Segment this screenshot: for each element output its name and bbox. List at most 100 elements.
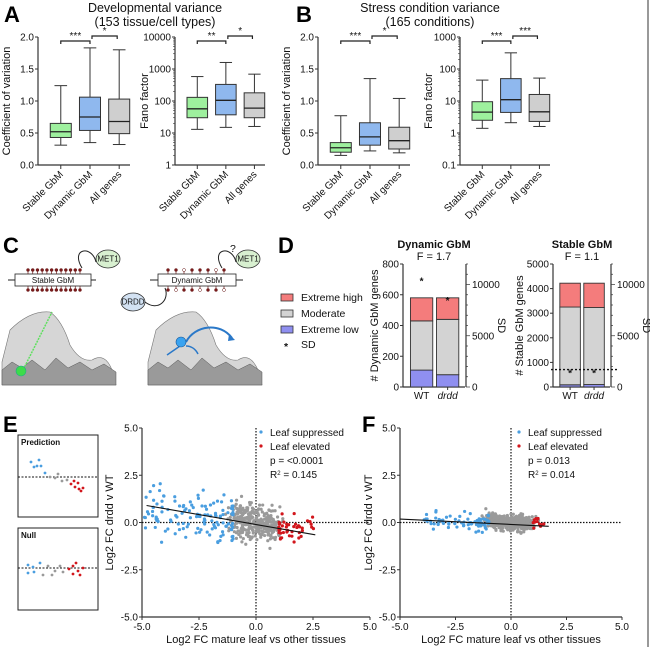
y-tick-label: 0 xyxy=(393,383,399,394)
point-other xyxy=(254,509,258,513)
y-axis-label: # Dynamic GbM genes xyxy=(369,269,381,381)
x-axis-label: Log2 FC mature leaf vs other tissues xyxy=(166,634,346,646)
y-tick-label: 0.0 xyxy=(382,518,396,529)
y-tick-label: 1000 xyxy=(527,358,550,369)
methyl-mark xyxy=(78,268,82,272)
point-suppressed xyxy=(230,521,235,526)
point-suppressed xyxy=(175,515,179,519)
bar-subtitle: F = 1.7 xyxy=(417,251,452,263)
panel-d-legend: Extreme high Moderate Extreme low * SD xyxy=(280,292,363,353)
schematic-dot xyxy=(72,479,76,483)
point-suppressed xyxy=(143,515,147,520)
point-other xyxy=(525,521,529,526)
schematic-dot xyxy=(37,458,41,462)
x-axis-label: Log2 FC mature leaf vs other tissues xyxy=(421,634,601,646)
point-other xyxy=(491,511,495,515)
point-other xyxy=(259,535,263,539)
schematic-dot xyxy=(39,464,43,468)
point-suppressed xyxy=(215,520,219,524)
point-suppressed xyxy=(180,511,184,515)
point-other xyxy=(253,534,257,538)
y-tick-label: 1000 xyxy=(434,33,457,44)
legend-dot-elevated xyxy=(259,444,263,448)
y-axis-label: Fano factor xyxy=(423,73,435,129)
significance-bracket xyxy=(340,40,371,44)
schematic-dot xyxy=(71,572,75,576)
point-suppressed xyxy=(173,495,177,499)
schematic-dot xyxy=(81,566,85,570)
point-other xyxy=(265,511,269,515)
y2-axis-label: SD xyxy=(495,318,507,333)
point-elevated xyxy=(309,522,313,526)
point-elevated xyxy=(300,528,304,533)
point-suppressed xyxy=(486,514,491,518)
x-tick-label: drdd xyxy=(584,391,604,402)
point-other xyxy=(267,508,271,512)
point-suppressed xyxy=(431,527,435,531)
point-suppressed xyxy=(196,526,200,530)
point-suppressed xyxy=(447,522,451,526)
point-suppressed xyxy=(486,518,490,522)
prediction-dots xyxy=(29,458,85,493)
point-elevated xyxy=(292,540,296,544)
point-other xyxy=(271,509,275,513)
point-suppressed xyxy=(477,517,481,521)
stable-gbm-label: Stable GbM xyxy=(32,276,75,285)
point-suppressed xyxy=(216,523,220,527)
methyl-mark xyxy=(182,268,186,272)
point-suppressed xyxy=(213,511,218,516)
point-other xyxy=(496,524,500,528)
scatter-E-scatter: -5.0 -2.5 0.0 2.5 5.0 -5.0 -2.5 0.0 2.5 5.0 Log2 F… xyxy=(104,424,377,647)
point-suppressed xyxy=(212,501,216,505)
point-suppressed xyxy=(204,507,209,511)
point-suppressed xyxy=(458,514,462,518)
point-other xyxy=(227,529,231,533)
point-suppressed xyxy=(157,488,162,493)
point-other xyxy=(271,536,275,540)
methyl-mark xyxy=(59,288,63,292)
point-other xyxy=(518,516,523,520)
point-other xyxy=(235,506,239,511)
point-other xyxy=(259,517,263,521)
point-other xyxy=(519,531,523,535)
point-other xyxy=(519,512,523,516)
point-suppressed xyxy=(151,514,155,518)
panel-a-title-line1: Developmental variance xyxy=(88,1,222,15)
regression-line xyxy=(399,518,549,527)
point-other xyxy=(270,531,274,535)
y2-tick-label: 5000 xyxy=(617,331,640,342)
methyl-mark xyxy=(54,268,59,272)
point-suppressed xyxy=(446,525,451,530)
legend-swatch-extreme-high xyxy=(280,293,294,302)
methyl-mark xyxy=(73,268,78,272)
legend-swatch-extreme-low xyxy=(280,325,294,334)
met1-label-dynamic: MET1 xyxy=(237,255,259,264)
point-other xyxy=(250,525,255,529)
point-suppressed xyxy=(467,527,471,531)
point-other xyxy=(264,530,268,534)
schematic-dot xyxy=(79,489,83,493)
box-2 xyxy=(388,126,411,150)
box-1 xyxy=(358,122,382,146)
point-elevated xyxy=(277,522,282,526)
point-suppressed xyxy=(212,524,217,529)
point-other xyxy=(223,512,228,516)
point-other xyxy=(277,533,281,538)
dynamic-jump-arrow xyxy=(185,326,233,343)
y-tick-label: 600 xyxy=(382,290,399,301)
question-mark: ? xyxy=(230,243,236,255)
point-other xyxy=(247,523,251,527)
met1-bubble-dynamic xyxy=(235,249,261,269)
methyl-mark xyxy=(35,288,40,292)
point-suppressed xyxy=(160,499,164,503)
methyl-mark xyxy=(26,268,30,272)
significance-label: *** xyxy=(491,31,503,42)
point-elevated xyxy=(531,521,535,525)
point-other xyxy=(494,527,498,531)
point-other xyxy=(260,510,264,514)
point-other xyxy=(266,533,270,537)
schematic-dot xyxy=(73,485,77,489)
point-other xyxy=(508,529,513,533)
